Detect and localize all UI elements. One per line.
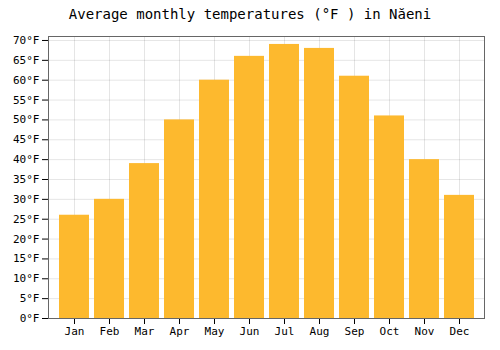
svg-text:Oct: Oct [380,325,400,338]
svg-text:35°F: 35°F [13,173,40,186]
svg-text:45°F: 45°F [13,133,40,146]
svg-text:Dec: Dec [450,325,470,338]
svg-text:70°F: 70°F [13,34,40,47]
svg-text:40°F: 40°F [13,153,40,166]
svg-text:25°F: 25°F [13,213,40,226]
svg-text:Jul: Jul [275,325,295,338]
svg-text:10°F: 10°F [13,272,40,285]
html-text:Average monthly temperatures (: Average monthly temperatures (°F ) in Nă… [68,6,432,22]
svg-text:30°F: 30°F [13,193,40,206]
svg-text:Mar: Mar [135,325,155,338]
svg-text:50°F: 50°F [13,113,40,126]
svg-text:Sep: Sep [345,325,365,338]
svg-text:60°F: 60°F [13,74,40,87]
svg-text:Jun: Jun [240,325,260,338]
svg-text:Feb: Feb [100,325,120,338]
svg-text:May: May [205,325,225,338]
svg-text:Aug: Aug [310,325,330,338]
svg-text:Jan: Jan [65,325,85,338]
svg-text:55°F: 55°F [13,94,40,107]
svg-text:Apr: Apr [170,325,190,338]
svg-text:20°F: 20°F [13,233,40,246]
svg-text:15°F: 15°F [13,252,40,265]
svg-text:5°F: 5°F [20,292,40,305]
svg-text:65°F: 65°F [13,54,40,67]
svg-text:Nov: Nov [415,325,435,338]
svg-text:0°F: 0°F [20,312,40,325]
